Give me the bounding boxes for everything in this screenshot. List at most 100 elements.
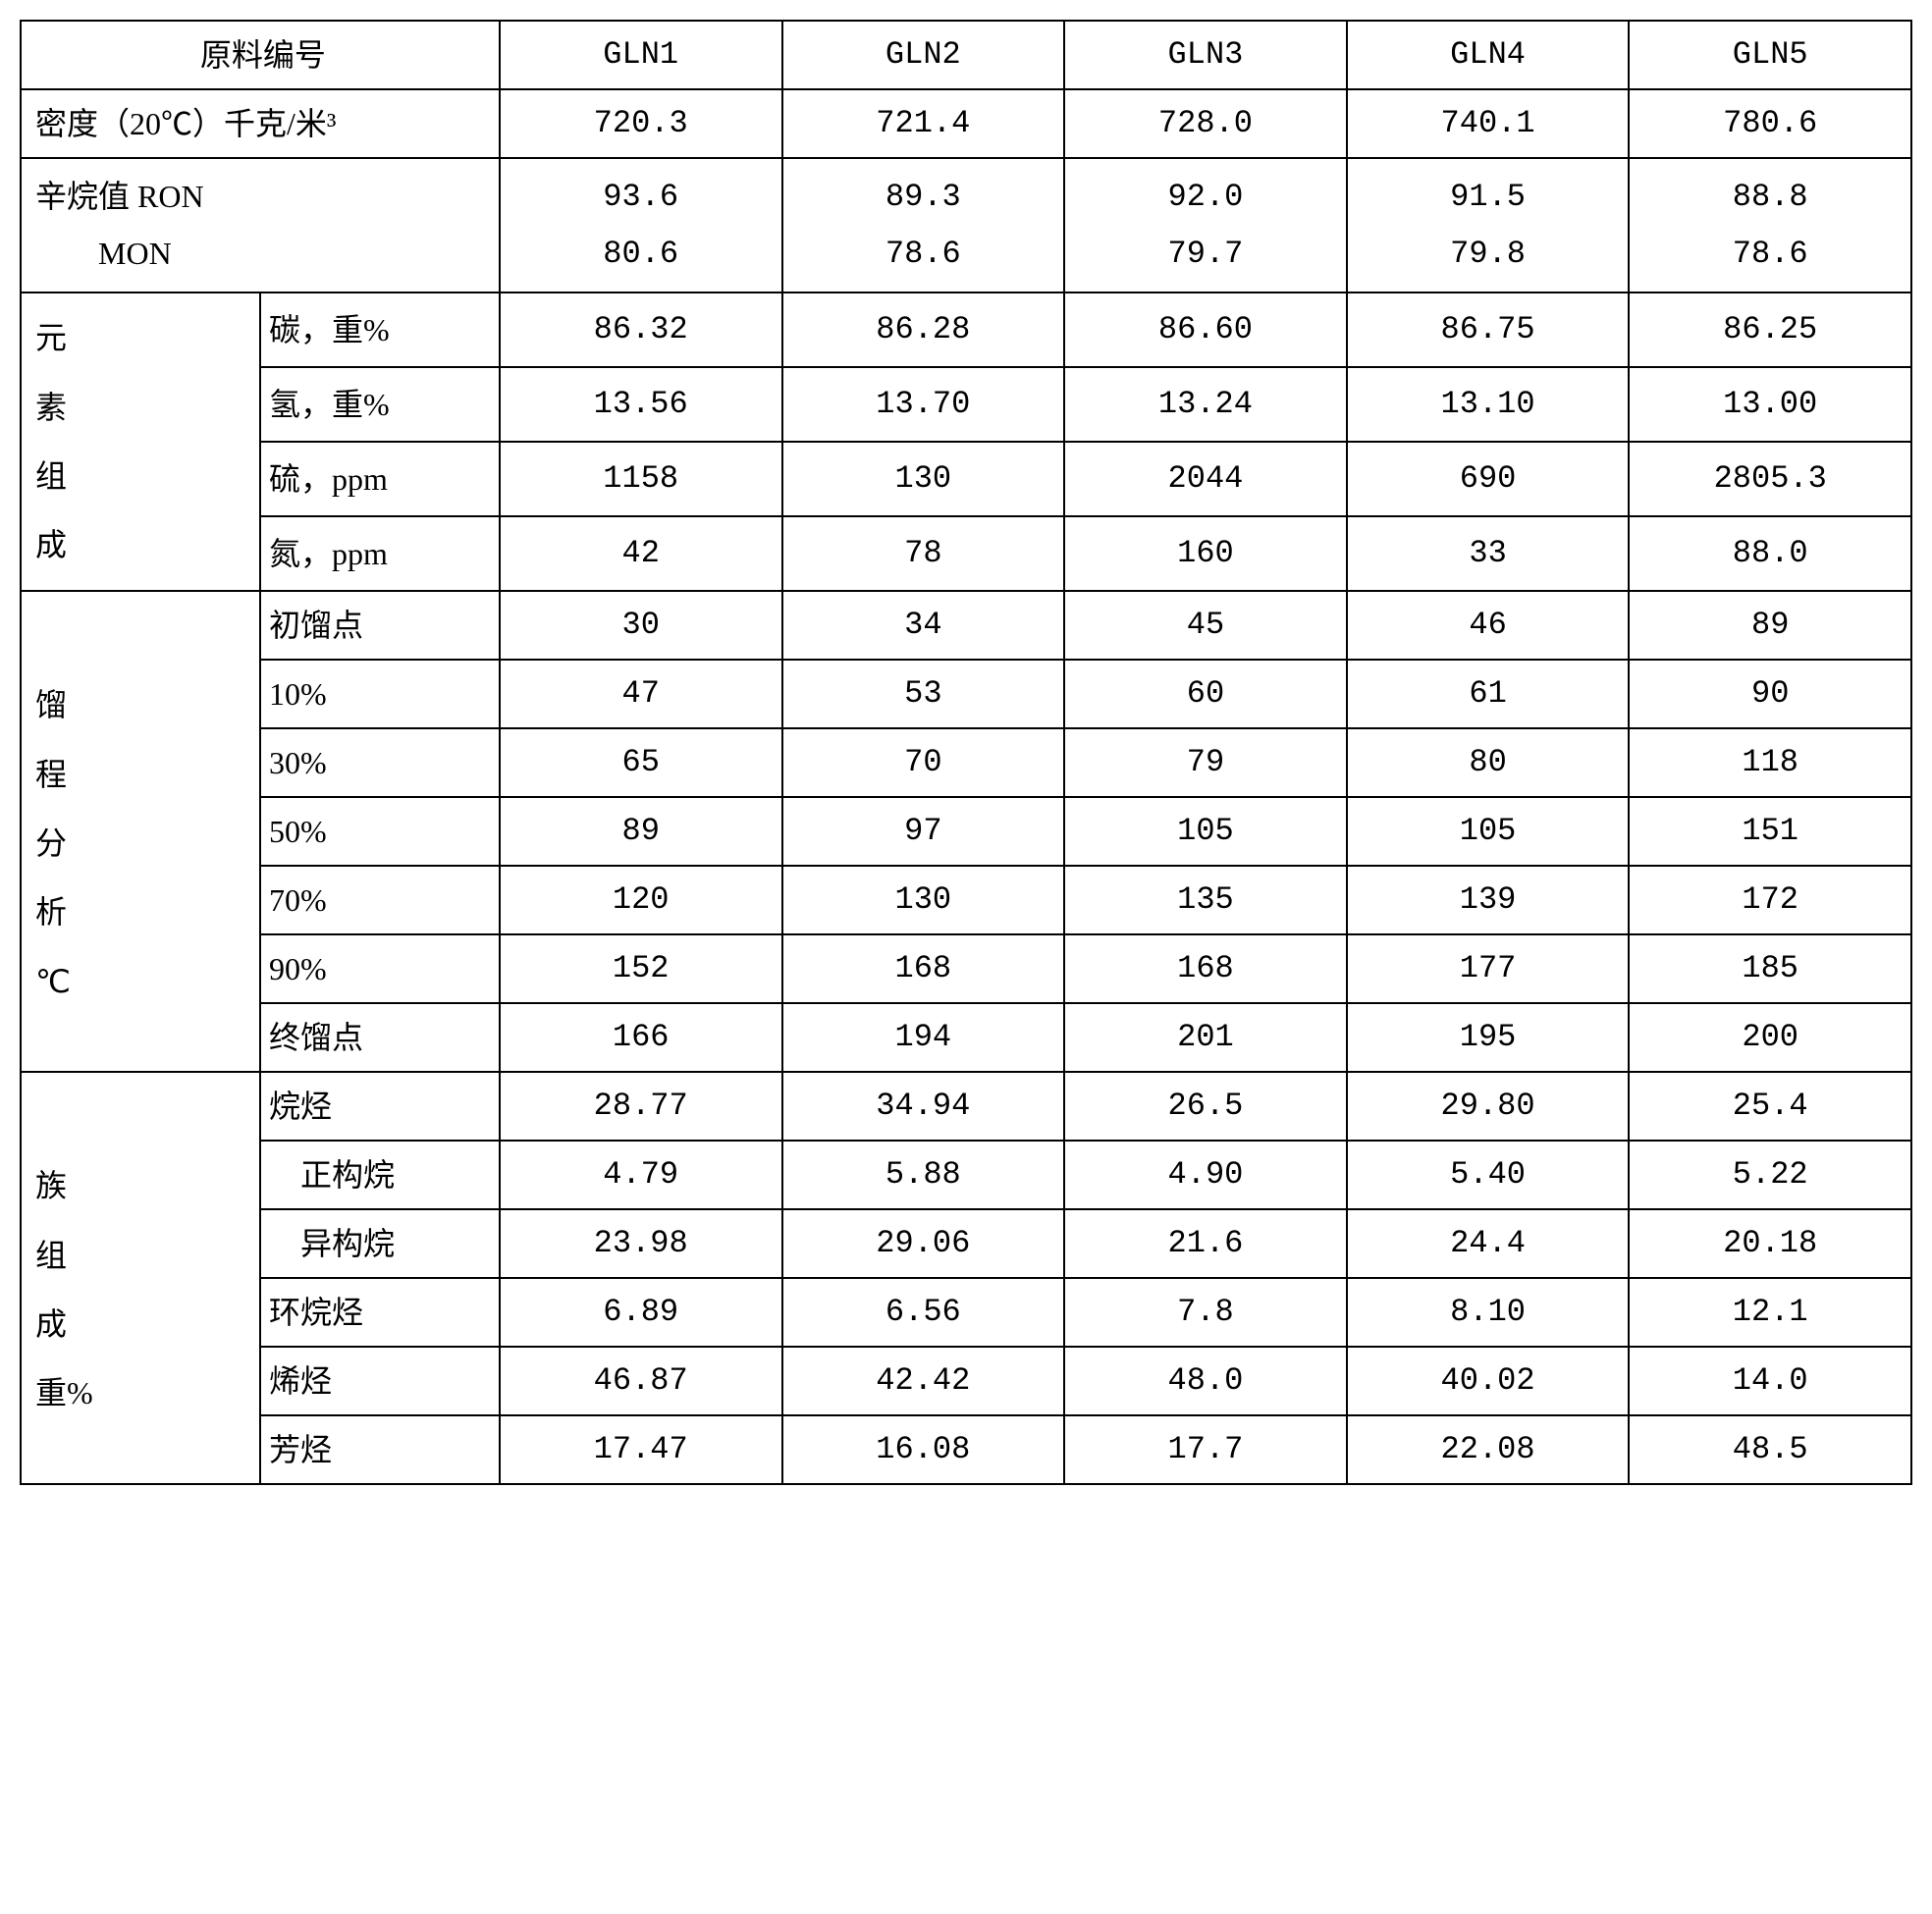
distillation-value: 46 xyxy=(1347,591,1630,660)
elemental-value: 86.75 xyxy=(1347,292,1630,367)
distillation-value: 30 xyxy=(500,591,782,660)
family-value: 5.40 xyxy=(1347,1141,1630,1209)
distillation-value: 168 xyxy=(1064,934,1347,1003)
elemental-value: 160 xyxy=(1064,516,1347,591)
distillation-row: 馏程分析℃ 初馏点 30 34 45 46 89 xyxy=(21,591,1911,660)
distillation-sublabel: 初馏点 xyxy=(260,591,500,660)
distillation-row: 90% 152 168 168 177 185 xyxy=(21,934,1911,1003)
family-value: 25.4 xyxy=(1629,1072,1911,1141)
distillation-row: 70% 120 130 135 139 172 xyxy=(21,866,1911,934)
elemental-value: 1158 xyxy=(500,442,782,516)
elemental-value: 42 xyxy=(500,516,782,591)
family-value: 48.5 xyxy=(1629,1415,1911,1484)
elemental-value: 13.70 xyxy=(782,367,1065,442)
octane-row: 辛烷值 RON MON 93.6 80.6 89.3 78.6 92.0 79.… xyxy=(21,158,1911,292)
header-col: GLN3 xyxy=(1064,21,1347,89)
distillation-value: 172 xyxy=(1629,866,1911,934)
family-row: 芳烃 17.47 16.08 17.7 22.08 48.5 xyxy=(21,1415,1911,1484)
family-value: 12.1 xyxy=(1629,1278,1911,1347)
elemental-row: 元素组成 碳，重% 86.32 86.28 86.60 86.75 86.25 xyxy=(21,292,1911,367)
elemental-row: 硫，ppm 1158 130 2044 690 2805.3 xyxy=(21,442,1911,516)
family-value: 4.79 xyxy=(500,1141,782,1209)
family-value: 46.87 xyxy=(500,1347,782,1415)
distillation-value: 34 xyxy=(782,591,1065,660)
elemental-row: 氢，重% 13.56 13.70 13.24 13.10 13.00 xyxy=(21,367,1911,442)
distillation-sublabel: 70% xyxy=(260,866,500,934)
density-value: 721.4 xyxy=(782,89,1065,158)
family-row: 族组成重% 烷烃 28.77 34.94 26.5 29.80 25.4 xyxy=(21,1072,1911,1141)
header-col: GLN5 xyxy=(1629,21,1911,89)
distillation-value: 185 xyxy=(1629,934,1911,1003)
elemental-value: 13.24 xyxy=(1064,367,1347,442)
distillation-value: 60 xyxy=(1064,660,1347,728)
elemental-value: 86.32 xyxy=(500,292,782,367)
header-row: 原料编号 GLN1 GLN2 GLN3 GLN4 GLN5 xyxy=(21,21,1911,89)
family-sublabel: 烯烃 xyxy=(260,1347,500,1415)
family-value: 28.77 xyxy=(500,1072,782,1141)
header-col: GLN4 xyxy=(1347,21,1630,89)
elemental-value: 86.25 xyxy=(1629,292,1911,367)
elemental-sublabel: 硫，ppm xyxy=(260,442,500,516)
octane-ron-label: 辛烷值 RON xyxy=(35,179,204,214)
distillation-value: 200 xyxy=(1629,1003,1911,1072)
ron-value: 88.8 xyxy=(1733,179,1808,215)
elemental-value: 13.10 xyxy=(1347,367,1630,442)
family-value: 48.0 xyxy=(1064,1347,1347,1415)
family-value: 34.94 xyxy=(782,1072,1065,1141)
family-value: 24.4 xyxy=(1347,1209,1630,1278)
mon-value: 79.7 xyxy=(1168,236,1244,272)
distillation-value: 130 xyxy=(782,866,1065,934)
family-value: 23.98 xyxy=(500,1209,782,1278)
family-sublabel: 环烷烃 xyxy=(260,1278,500,1347)
family-value: 17.47 xyxy=(500,1415,782,1484)
distillation-value: 61 xyxy=(1347,660,1630,728)
distillation-row: 30% 65 70 79 80 118 xyxy=(21,728,1911,797)
octane-value: 88.8 78.6 xyxy=(1629,158,1911,292)
header-col: GLN1 xyxy=(500,21,782,89)
distillation-value: 177 xyxy=(1347,934,1630,1003)
distillation-value: 79 xyxy=(1064,728,1347,797)
family-value: 6.89 xyxy=(500,1278,782,1347)
distillation-value: 195 xyxy=(1347,1003,1630,1072)
elemental-value: 13.56 xyxy=(500,367,782,442)
density-row: 密度（20℃）千克/米³ 720.3 721.4 728.0 740.1 780… xyxy=(21,89,1911,158)
distillation-value: 135 xyxy=(1064,866,1347,934)
ron-value: 93.6 xyxy=(603,179,678,215)
density-label: 密度（20℃）千克/米³ xyxy=(21,89,500,158)
density-value: 740.1 xyxy=(1347,89,1630,158)
family-row: 异构烷 23.98 29.06 21.6 24.4 20.18 xyxy=(21,1209,1911,1278)
elemental-value: 2805.3 xyxy=(1629,442,1911,516)
distillation-value: 105 xyxy=(1347,797,1630,866)
distillation-value: 105 xyxy=(1064,797,1347,866)
elemental-row: 氮，ppm 42 78 160 33 88.0 xyxy=(21,516,1911,591)
family-row: 正构烷 4.79 5.88 4.90 5.40 5.22 xyxy=(21,1141,1911,1209)
family-value: 29.06 xyxy=(782,1209,1065,1278)
family-value: 26.5 xyxy=(1064,1072,1347,1141)
elemental-value: 690 xyxy=(1347,442,1630,516)
ron-value: 89.3 xyxy=(886,179,961,215)
family-value: 5.22 xyxy=(1629,1141,1911,1209)
distillation-row: 50% 89 97 105 105 151 xyxy=(21,797,1911,866)
elemental-value: 13.00 xyxy=(1629,367,1911,442)
distillation-value: 168 xyxy=(782,934,1065,1003)
octane-value: 89.3 78.6 xyxy=(782,158,1065,292)
distillation-value: 53 xyxy=(782,660,1065,728)
family-value: 29.80 xyxy=(1347,1072,1630,1141)
mon-value: 78.6 xyxy=(886,236,961,272)
distillation-value: 120 xyxy=(500,866,782,934)
octane-label: 辛烷值 RON MON xyxy=(21,158,500,292)
distillation-value: 65 xyxy=(500,728,782,797)
distillation-value: 90 xyxy=(1629,660,1911,728)
distillation-row: 终馏点 166 194 201 195 200 xyxy=(21,1003,1911,1072)
elemental-value: 86.60 xyxy=(1064,292,1347,367)
distillation-value: 151 xyxy=(1629,797,1911,866)
elemental-value: 130 xyxy=(782,442,1065,516)
family-group-label: 族组成重% xyxy=(21,1072,260,1484)
mon-value: 80.6 xyxy=(603,236,678,272)
distillation-value: 80 xyxy=(1347,728,1630,797)
distillation-value: 89 xyxy=(1629,591,1911,660)
octane-value: 93.6 80.6 xyxy=(500,158,782,292)
family-value: 20.18 xyxy=(1629,1209,1911,1278)
elemental-value: 2044 xyxy=(1064,442,1347,516)
distillation-sublabel: 终馏点 xyxy=(260,1003,500,1072)
